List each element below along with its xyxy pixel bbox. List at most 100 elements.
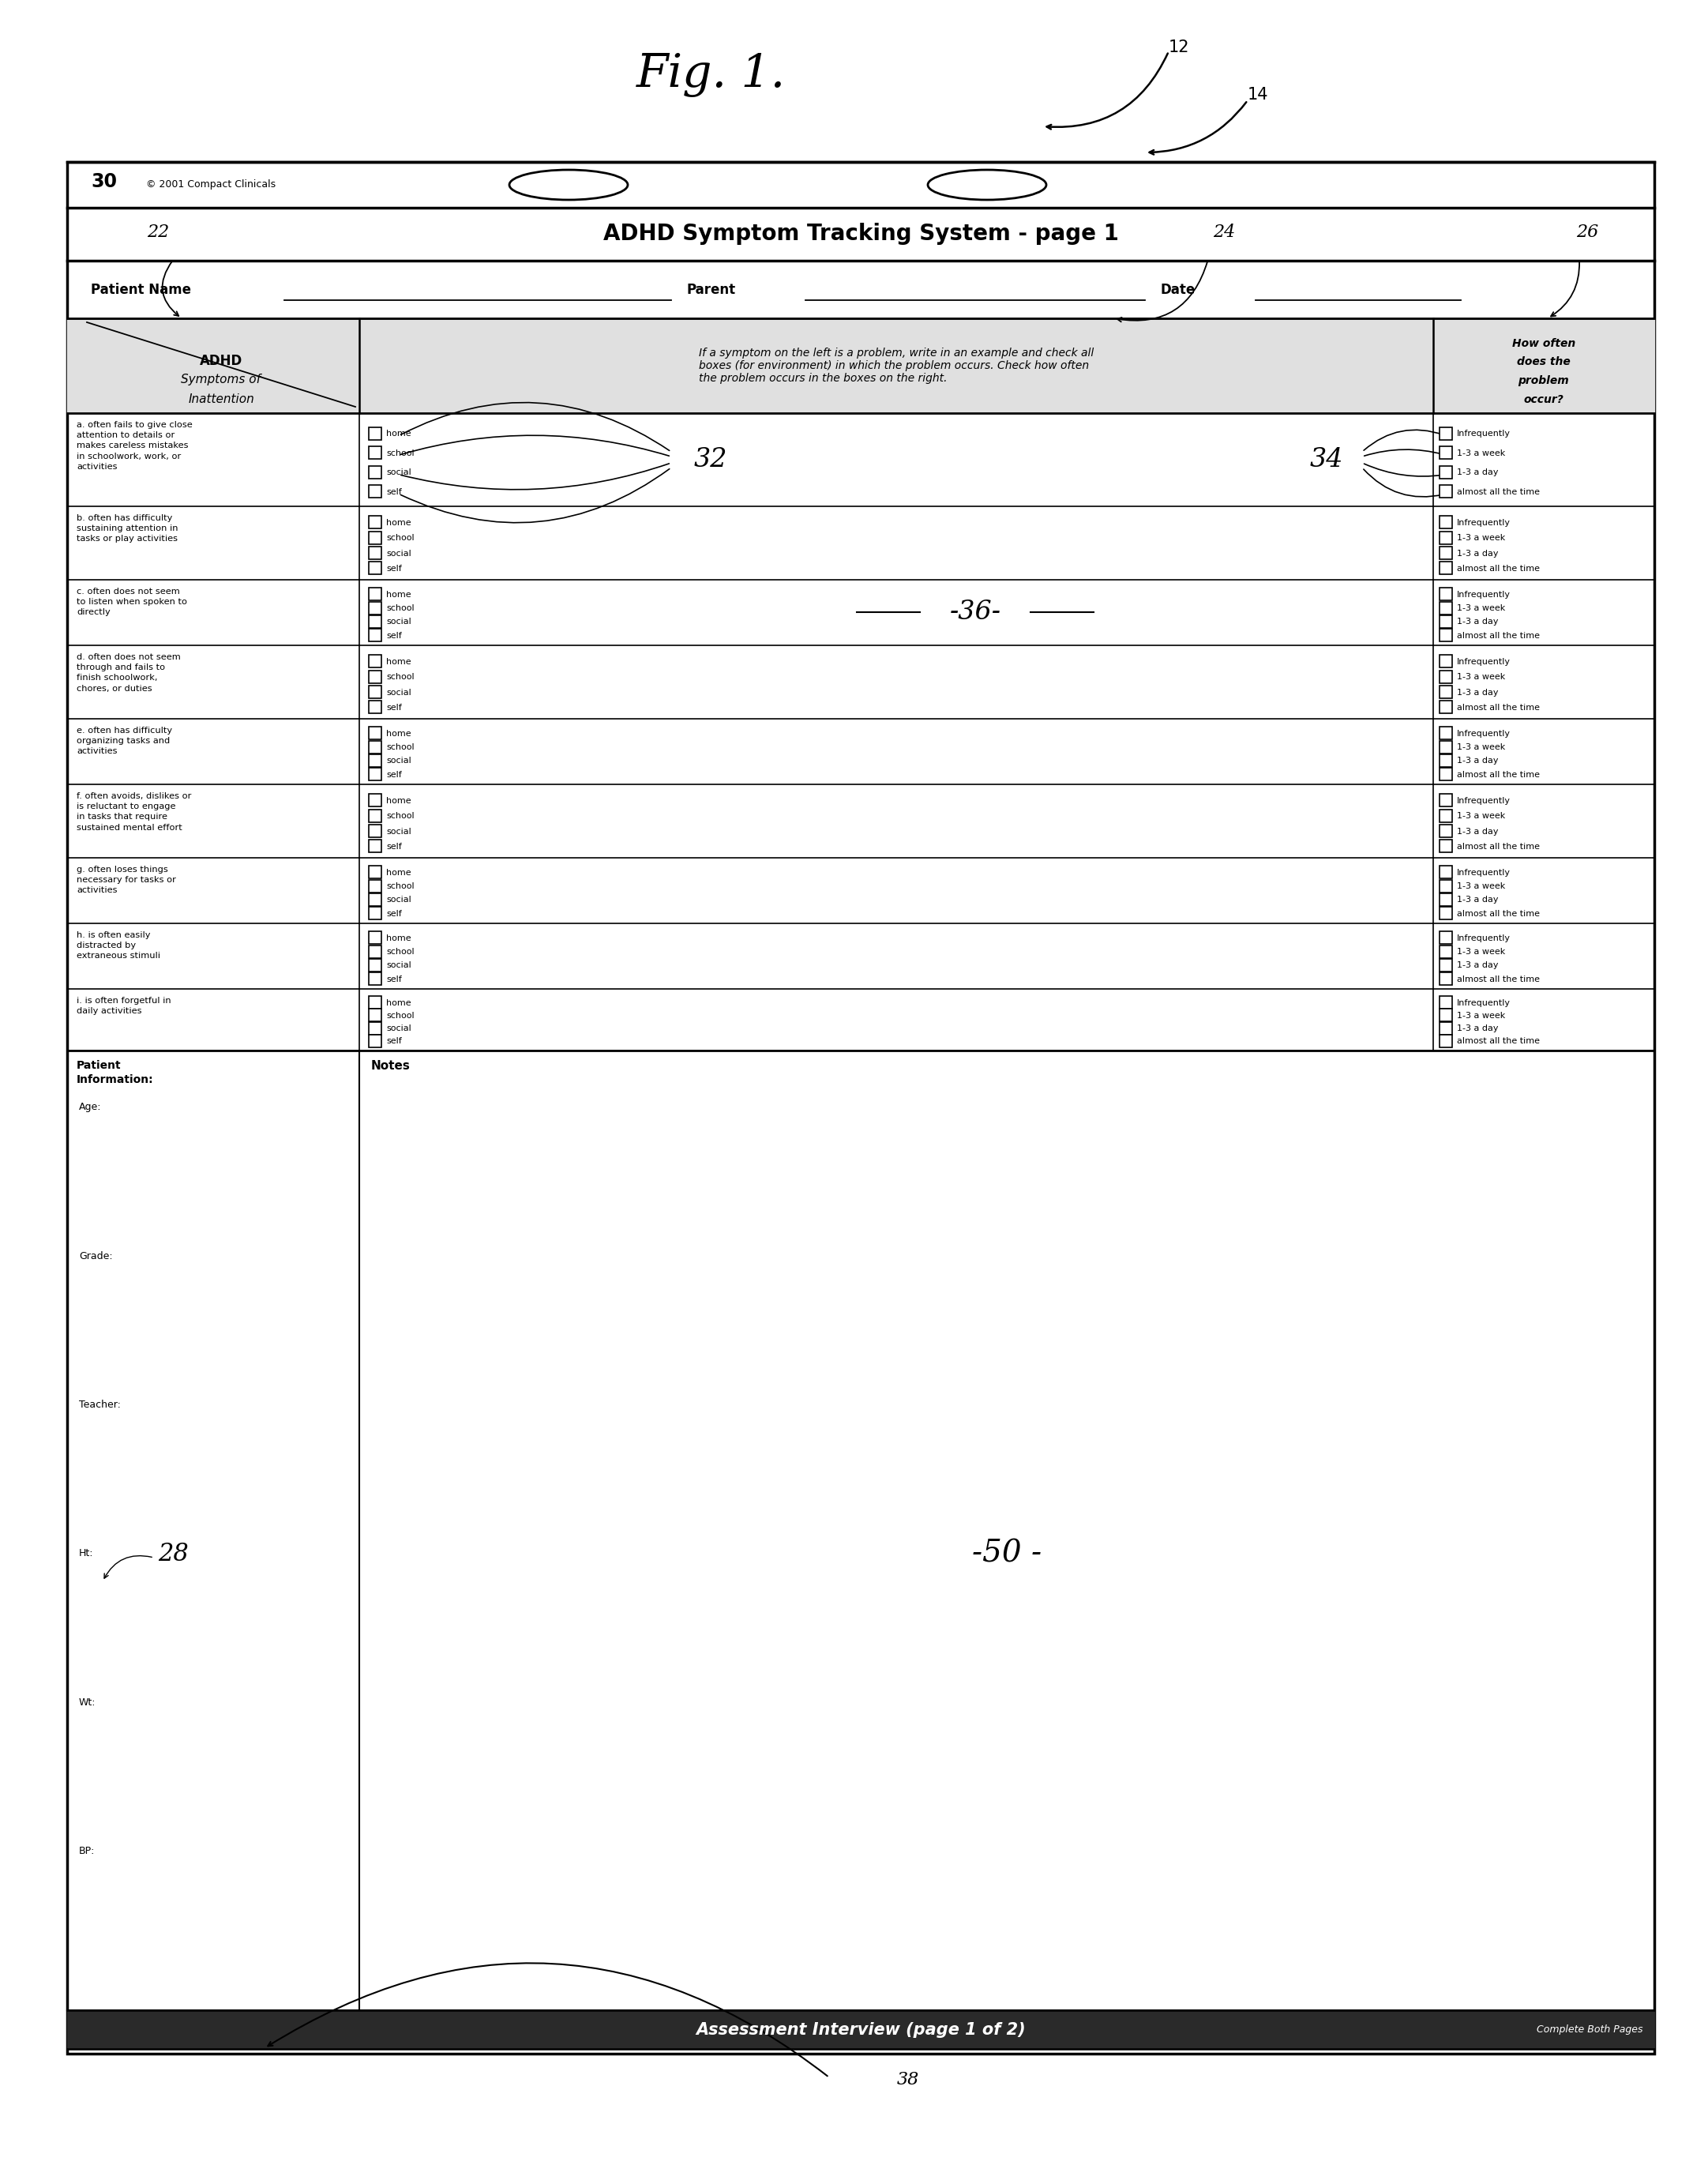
Text: school: school (386, 1011, 415, 1020)
Text: e. often has difficulty
organizing tasks and
activities: e. often has difficulty organizing tasks… (76, 727, 173, 756)
Text: self: self (386, 771, 401, 778)
Text: school: school (386, 605, 415, 612)
FancyBboxPatch shape (369, 1022, 381, 1035)
FancyBboxPatch shape (1439, 795, 1453, 806)
FancyBboxPatch shape (369, 769, 381, 780)
FancyBboxPatch shape (1439, 686, 1453, 699)
FancyBboxPatch shape (1439, 446, 1453, 459)
FancyBboxPatch shape (1439, 972, 1453, 985)
Text: 1-3 a day: 1-3 a day (1458, 758, 1498, 764)
Text: home: home (386, 520, 411, 526)
Text: 1-3 a week: 1-3 a week (1458, 605, 1505, 612)
Text: Patient
Information:: Patient Information: (76, 1059, 154, 1085)
Text: 1-3 a week: 1-3 a week (1458, 673, 1505, 681)
Text: social: social (386, 470, 411, 476)
FancyBboxPatch shape (1439, 933, 1453, 943)
Text: home: home (386, 590, 411, 598)
FancyBboxPatch shape (369, 959, 381, 972)
FancyBboxPatch shape (1439, 515, 1453, 529)
Text: 1-3 a week: 1-3 a week (1458, 535, 1505, 542)
Text: c. often does not seem
to listen when spoken to
directly: c. often does not seem to listen when sp… (76, 587, 188, 616)
Text: 28: 28 (159, 1542, 190, 1566)
Text: social: social (386, 895, 411, 904)
Text: self: self (386, 487, 401, 496)
FancyBboxPatch shape (369, 587, 381, 601)
FancyBboxPatch shape (369, 996, 381, 1009)
Text: Age:: Age: (80, 1103, 102, 1112)
Text: almost all the time: almost all the time (1458, 1037, 1541, 1046)
Text: Infrequently: Infrequently (1458, 520, 1510, 526)
FancyBboxPatch shape (1439, 880, 1453, 893)
FancyBboxPatch shape (68, 162, 1654, 2053)
Text: 1-3 a week: 1-3 a week (1458, 812, 1505, 819)
Text: Infrequently: Infrequently (1458, 935, 1510, 941)
FancyBboxPatch shape (369, 616, 381, 627)
Text: 24: 24 (1212, 225, 1236, 240)
FancyBboxPatch shape (369, 841, 381, 852)
Text: Infrequently: Infrequently (1458, 998, 1510, 1007)
Text: home: home (386, 935, 411, 941)
FancyBboxPatch shape (1439, 727, 1453, 740)
Text: self: self (386, 1037, 401, 1046)
Text: home: home (386, 430, 411, 437)
Text: almost all the time: almost all the time (1458, 566, 1541, 572)
FancyBboxPatch shape (1439, 1009, 1453, 1022)
FancyBboxPatch shape (369, 701, 381, 714)
FancyBboxPatch shape (1439, 587, 1453, 601)
FancyBboxPatch shape (1439, 826, 1453, 836)
FancyBboxPatch shape (369, 1009, 381, 1022)
FancyBboxPatch shape (369, 531, 381, 544)
Text: 1-3 a day: 1-3 a day (1458, 550, 1498, 557)
Text: 1-3 a week: 1-3 a week (1458, 948, 1505, 957)
FancyBboxPatch shape (1439, 1035, 1453, 1048)
Text: social: social (386, 1024, 411, 1033)
Text: almost all the time: almost all the time (1458, 843, 1541, 852)
Text: almost all the time: almost all the time (1458, 487, 1541, 496)
FancyBboxPatch shape (1439, 841, 1453, 852)
Text: Assessment Interview (page 1 of 2): Assessment Interview (page 1 of 2) (696, 2022, 1026, 2038)
Text: h. is often easily
distracted by
extraneous stimuli: h. is often easily distracted by extrane… (76, 930, 161, 961)
Text: almost all the time: almost all the time (1458, 703, 1541, 712)
Text: If a symptom on the left is a problem, write in an example and check all
boxes (: If a symptom on the left is a problem, w… (699, 347, 1094, 384)
Text: Infrequently: Infrequently (1458, 590, 1510, 598)
Text: b. often has difficulty
sustaining attention in
tasks or play activities: b. often has difficulty sustaining atten… (76, 513, 178, 544)
FancyBboxPatch shape (1439, 531, 1453, 544)
Text: 22: 22 (147, 225, 169, 240)
Text: school: school (386, 743, 415, 751)
Text: almost all the time: almost all the time (1458, 976, 1541, 983)
Text: How often: How often (1512, 339, 1576, 349)
Ellipse shape (928, 170, 1046, 201)
FancyBboxPatch shape (369, 1035, 381, 1048)
Text: Infrequently: Infrequently (1458, 430, 1510, 437)
Text: home: home (386, 797, 411, 804)
FancyBboxPatch shape (1439, 465, 1453, 478)
Text: Teacher:: Teacher: (80, 1400, 120, 1411)
FancyBboxPatch shape (369, 740, 381, 753)
FancyBboxPatch shape (1439, 996, 1453, 1009)
FancyBboxPatch shape (369, 670, 381, 684)
Text: g. often loses things
necessary for tasks or
activities: g. often loses things necessary for task… (76, 865, 176, 895)
Text: BP:: BP: (80, 1845, 95, 1856)
FancyBboxPatch shape (369, 686, 381, 699)
Text: Wt:: Wt: (80, 1697, 97, 1708)
Text: Fig. 1.: Fig. 1. (637, 52, 786, 98)
FancyBboxPatch shape (369, 428, 381, 439)
Text: 14: 14 (1248, 87, 1268, 103)
FancyBboxPatch shape (369, 601, 381, 614)
Text: 38: 38 (897, 2070, 919, 2088)
FancyBboxPatch shape (1439, 629, 1453, 642)
FancyBboxPatch shape (369, 446, 381, 459)
Text: 1-3 a day: 1-3 a day (1458, 961, 1498, 970)
FancyBboxPatch shape (369, 546, 381, 559)
Text: Inattention: Inattention (188, 393, 254, 404)
Text: social: social (386, 758, 411, 764)
Text: -36-: -36- (950, 601, 1001, 625)
FancyBboxPatch shape (369, 655, 381, 668)
Text: Infrequently: Infrequently (1458, 729, 1510, 738)
FancyBboxPatch shape (1439, 740, 1453, 753)
Text: self: self (386, 566, 401, 572)
FancyBboxPatch shape (1439, 546, 1453, 559)
FancyBboxPatch shape (1439, 485, 1453, 498)
Text: home: home (386, 869, 411, 876)
Text: ADHD: ADHD (200, 354, 242, 369)
